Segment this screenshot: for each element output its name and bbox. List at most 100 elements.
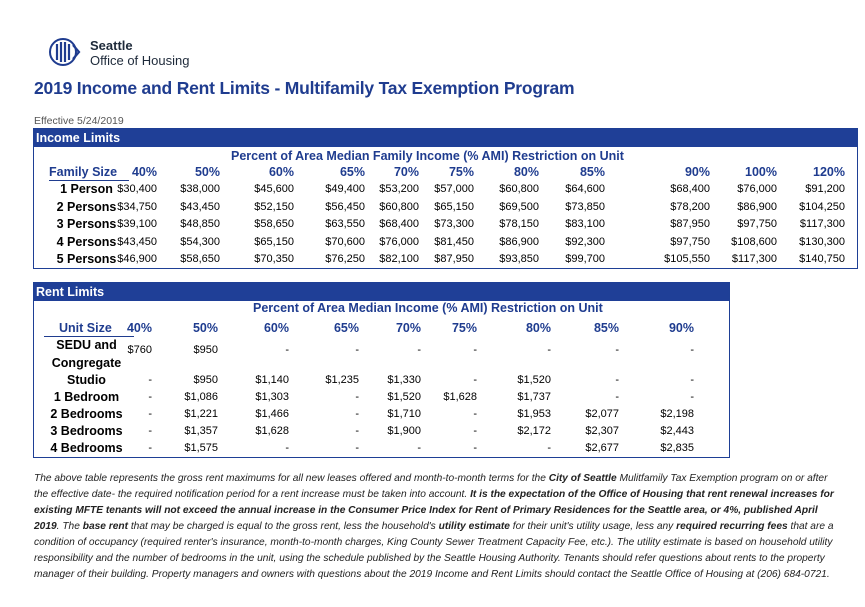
rent-cell: - bbox=[473, 442, 477, 454]
rent-col-header: 50% bbox=[192, 321, 218, 335]
income-cell: $54,300 bbox=[180, 235, 220, 248]
page-title: 2019 Income and Rent Limits - Multifamil… bbox=[34, 78, 575, 98]
rent-cell: $2,307 bbox=[585, 425, 619, 437]
rent-limits-header: Rent Limits bbox=[34, 283, 729, 301]
income-subtitle: Percent of Area Median Family Income (% … bbox=[231, 149, 624, 163]
income-row-label: 4 Persons bbox=[56, 234, 117, 249]
income-cell: $53,200 bbox=[379, 183, 419, 195]
income-cell: $105,550 bbox=[664, 253, 710, 265]
rent-cell: $760 bbox=[127, 344, 152, 356]
income-row-label: 5 Persons bbox=[56, 252, 117, 266]
income-cell: $73,850 bbox=[565, 200, 605, 213]
rent-cell: - bbox=[285, 344, 289, 356]
income-col-header: 90% bbox=[684, 165, 710, 179]
income-cell: $117,300 bbox=[731, 253, 777, 265]
rent-row-label: Congregate bbox=[51, 356, 122, 370]
income-col-header: 40% bbox=[131, 165, 157, 179]
rent-cell: $1,357 bbox=[184, 425, 218, 437]
rent-cell: $1,140 bbox=[255, 374, 289, 386]
rent-col-header: 60% bbox=[263, 321, 289, 335]
rent-cell: - bbox=[417, 442, 421, 454]
rent-cell: - bbox=[547, 442, 551, 454]
rent-row-label: Studio bbox=[67, 373, 106, 387]
income-col-header: 80% bbox=[513, 165, 539, 179]
rent-cell: $1,520 bbox=[517, 374, 551, 386]
rent-cell: - bbox=[473, 374, 477, 386]
income-cell: $58,650 bbox=[180, 253, 220, 265]
income-col-header: 100% bbox=[745, 165, 777, 179]
rent-cell: - bbox=[690, 374, 694, 386]
rent-subtitle: Percent of Area Median Income (% AMI) Re… bbox=[253, 301, 603, 315]
income-cell: $82,100 bbox=[379, 253, 419, 265]
income-cell: $46,900 bbox=[117, 253, 157, 265]
rent-cell: $1,235 bbox=[325, 374, 359, 386]
rent-cell: $1,221 bbox=[184, 408, 218, 420]
income-cell: $65,150 bbox=[434, 200, 474, 213]
rent-col-header: 40% bbox=[126, 321, 152, 335]
income-cell: $68,400 bbox=[670, 183, 710, 195]
income-col-header: 85% bbox=[579, 165, 605, 179]
income-limits-header: Income Limits bbox=[34, 129, 857, 147]
income-cell: $58,650 bbox=[254, 218, 294, 230]
income-cell: $99,700 bbox=[565, 253, 605, 265]
income-col-header: 120% bbox=[813, 165, 845, 179]
rent-col-header: 65% bbox=[333, 321, 359, 335]
rent-cell: $1,086 bbox=[184, 391, 218, 403]
income-cell: $86,900 bbox=[499, 235, 539, 248]
rent-cell: $2,443 bbox=[660, 425, 694, 437]
income-cell: $76,000 bbox=[737, 183, 777, 195]
income-cell: $68,400 bbox=[379, 218, 419, 230]
org-name-line1: Seattle bbox=[90, 38, 133, 53]
rent-row-label: 3 Bedrooms bbox=[50, 424, 123, 438]
rent-cell: $1,628 bbox=[255, 425, 289, 437]
rent-cell: $1,710 bbox=[387, 408, 421, 420]
income-cell: $38,000 bbox=[180, 183, 220, 195]
rent-cell: - bbox=[473, 344, 477, 356]
rent-cell: $1,520 bbox=[387, 391, 421, 403]
rent-cell: - bbox=[148, 408, 152, 420]
rent-cell: $950 bbox=[193, 344, 218, 356]
income-col-header: 75% bbox=[448, 165, 474, 179]
rent-cell: $2,198 bbox=[660, 408, 694, 420]
income-cell: $86,900 bbox=[737, 200, 777, 213]
org-name-line2: Office of Housing bbox=[90, 53, 190, 68]
income-cell: $117,300 bbox=[799, 218, 845, 230]
income-cell: $56,450 bbox=[325, 200, 365, 213]
rent-cell: $1,575 bbox=[184, 442, 218, 454]
income-col-header: 70% bbox=[393, 165, 419, 179]
income-cell: $97,750 bbox=[737, 218, 777, 230]
rent-cell: $1,628 bbox=[443, 391, 477, 403]
rent-cell: $1,303 bbox=[255, 391, 289, 403]
income-cell: $76,250 bbox=[325, 253, 365, 265]
rent-cell: $1,953 bbox=[517, 408, 551, 420]
rent-cell: $2,677 bbox=[585, 442, 619, 454]
income-cell: $97,750 bbox=[670, 235, 710, 248]
rent-cell: - bbox=[473, 408, 477, 420]
rent-cell: $2,835 bbox=[660, 442, 694, 454]
income-cell: $130,300 bbox=[799, 235, 845, 248]
rent-col-header: 75% bbox=[451, 321, 477, 335]
rent-col-header: 80% bbox=[525, 321, 551, 335]
income-cell: $78,150 bbox=[499, 218, 539, 230]
rent-cell: - bbox=[355, 408, 359, 420]
income-cell: $43,450 bbox=[180, 200, 220, 213]
rent-col-unit-size: Unit Size bbox=[59, 321, 112, 335]
rent-cell: $1,330 bbox=[387, 374, 421, 386]
rent-cell: - bbox=[148, 391, 152, 403]
rent-cell: $2,077 bbox=[585, 408, 619, 420]
rent-limits-table: Rent Limits Percent of Area Median Incom… bbox=[33, 282, 730, 458]
income-cell: $65,150 bbox=[254, 235, 294, 248]
income-col-underline bbox=[49, 180, 129, 181]
income-cell: $57,000 bbox=[434, 183, 474, 195]
income-cell: $64,600 bbox=[565, 183, 605, 195]
rent-cell: - bbox=[547, 344, 551, 356]
effective-date: Effective 5/24/2019 bbox=[34, 115, 124, 127]
rent-cell: $2,172 bbox=[517, 425, 551, 437]
rent-cell: - bbox=[473, 425, 477, 437]
income-cell: $69,500 bbox=[499, 200, 539, 213]
rent-cell: - bbox=[355, 442, 359, 454]
rent-row-label: 1 Bedroom bbox=[53, 390, 120, 404]
income-cell: $39,100 bbox=[117, 218, 157, 230]
rent-cell: - bbox=[355, 391, 359, 403]
income-cell: $104,250 bbox=[799, 200, 845, 213]
